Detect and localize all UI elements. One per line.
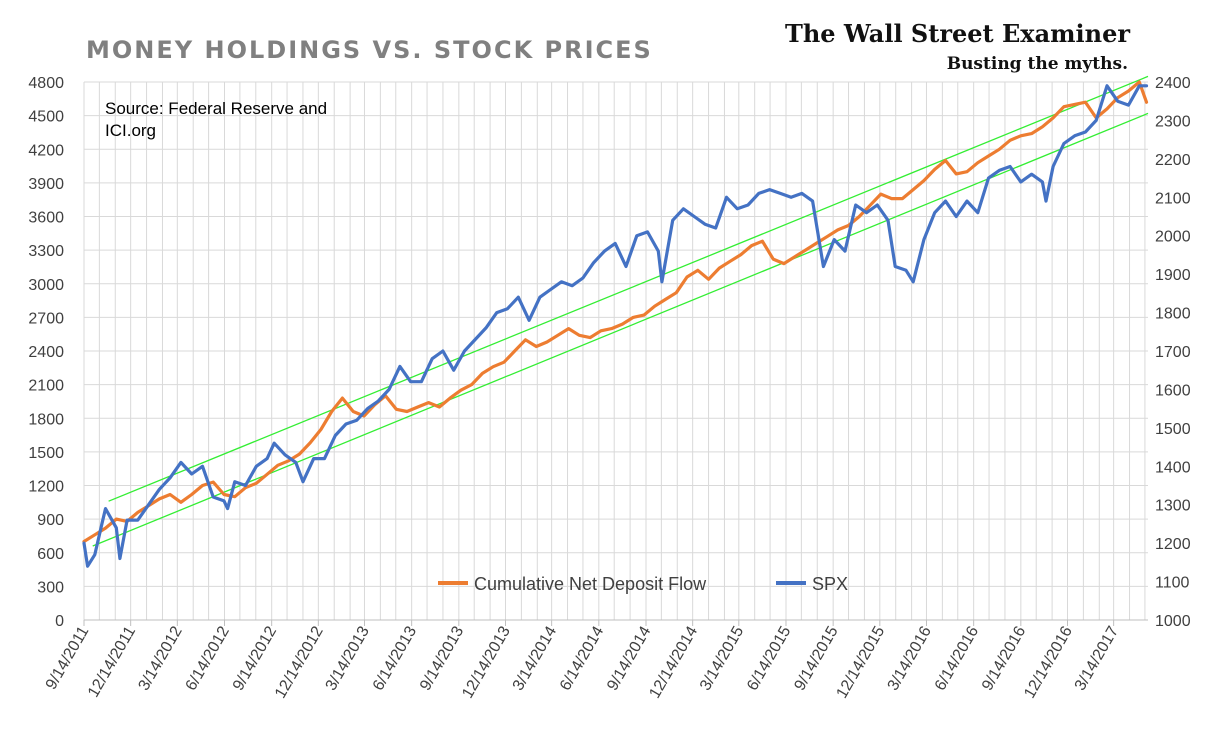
- x-tick-label: 6/14/2014: [557, 623, 607, 693]
- y-right-tick-label: 1300: [1155, 498, 1191, 515]
- y-right-tick-label: 2200: [1155, 152, 1191, 169]
- y-left-tick-label: 2100: [28, 378, 64, 395]
- y-left-tick-label: 1500: [28, 445, 64, 462]
- x-tick-label: 9/14/2016: [979, 623, 1029, 693]
- y-right-tick-label: 1600: [1155, 382, 1191, 399]
- x-tick-label: 12/14/2014: [646, 623, 701, 701]
- y-right-tick-label: 1100: [1155, 575, 1190, 592]
- x-tick-label: 3/14/2013: [323, 623, 373, 693]
- y-right-tick-label: 2400: [1155, 75, 1191, 92]
- x-tick-label: 12/14/2016: [1021, 623, 1076, 701]
- source-note-line-1: Source: Federal Reserve and: [105, 99, 327, 118]
- x-tick-label: 3/14/2015: [697, 623, 747, 693]
- y-right-tick-label: 2100: [1155, 190, 1191, 207]
- x-tick-label: 6/14/2015: [744, 623, 794, 693]
- y-right-tick-label: 1800: [1155, 306, 1191, 323]
- series-line-net-deposit-flow: [82, 80, 1149, 544]
- y-left-tick-label: 4800: [28, 75, 64, 92]
- chart-title: MONEY HOLDINGS VS. STOCK PRICES: [86, 36, 653, 64]
- y-left-tick-label: 600: [37, 546, 64, 563]
- brand-tagline: Busting the myths.: [947, 54, 1128, 74]
- y-left-tick-label: 3000: [28, 277, 64, 294]
- trend-channel-upper-line: [108, 75, 1149, 502]
- y-right-tick-label: 1400: [1155, 459, 1191, 476]
- y-left-tick-label: 4500: [28, 109, 64, 126]
- legend-label-net-deposit-flow: Cumulative Net Deposit Flow: [474, 574, 707, 594]
- x-tick-label: 3/14/2012: [135, 623, 185, 693]
- x-tick-label: 6/14/2013: [370, 623, 420, 693]
- x-tick-label: 3/14/2016: [885, 623, 935, 693]
- y-left-tick-label: 4200: [28, 142, 64, 159]
- y-left-tick-label: 3300: [28, 243, 64, 260]
- x-tick-label: 9/14/2015: [791, 623, 841, 693]
- x-axis: 9/14/201112/14/20113/14/20126/14/20129/1…: [43, 620, 1122, 701]
- y-left-tick-label: 1200: [28, 479, 64, 496]
- y-left-tick-label: 2700: [28, 310, 64, 327]
- y-right-tick-label: 1200: [1155, 536, 1191, 553]
- series-line-spx: [82, 84, 1149, 568]
- grid: [83, 81, 1148, 621]
- y-axis-left: 0 300 600 900 1200 1500 1800 2100 2400 2700 3000 33…: [28, 75, 64, 630]
- x-tick-label: 3/14/2017: [1072, 623, 1122, 693]
- y-left-tick-label: 900: [37, 512, 64, 529]
- legend: Cumulative Net Deposit Flow SPX: [438, 574, 848, 594]
- y-axis-right: 1000 1100 1200 1300 1400 1500 1600 1700 1800 1900…: [1155, 75, 1191, 630]
- x-tick-label: 6/14/2012: [183, 623, 233, 693]
- y-right-tick-label: 1900: [1155, 267, 1191, 284]
- x-tick-label: 6/14/2016: [932, 623, 982, 693]
- x-tick-label: 9/14/2012: [230, 623, 280, 693]
- y-left-tick-label: 3600: [28, 210, 64, 227]
- x-tick-label: 9/14/2013: [417, 623, 467, 693]
- y-left-tick-label: 0: [55, 613, 64, 630]
- x-tick-label: 12/14/2012: [272, 623, 327, 701]
- series-layer: [82, 80, 1149, 568]
- y-left-tick-label: 300: [37, 579, 64, 596]
- brand-name: The Wall Street Examiner: [785, 19, 1130, 48]
- y-left-tick-label: 3900: [28, 176, 64, 193]
- x-tick-label: 12/14/2015: [834, 623, 889, 701]
- x-tick-label: 9/14/2014: [604, 623, 654, 693]
- y-right-tick-label: 1500: [1155, 421, 1191, 438]
- y-left-tick-label: 2400: [28, 344, 64, 361]
- y-right-tick-label: 2300: [1155, 113, 1191, 130]
- x-tick-label: 3/14/2014: [510, 623, 560, 693]
- x-tick-label: 9/14/2011: [43, 623, 93, 692]
- legend-label-spx: SPX: [812, 574, 848, 594]
- y-right-tick-label: 1000: [1155, 613, 1191, 630]
- y-right-tick-label: 1700: [1155, 344, 1191, 361]
- x-tick-label: 12/14/2011: [85, 623, 139, 700]
- x-tick-label: 12/14/2013: [459, 623, 514, 701]
- source-note-line-2: ICI.org: [105, 121, 156, 140]
- y-left-tick-label: 1800: [28, 411, 64, 428]
- y-right-tick-label: 2000: [1155, 229, 1191, 246]
